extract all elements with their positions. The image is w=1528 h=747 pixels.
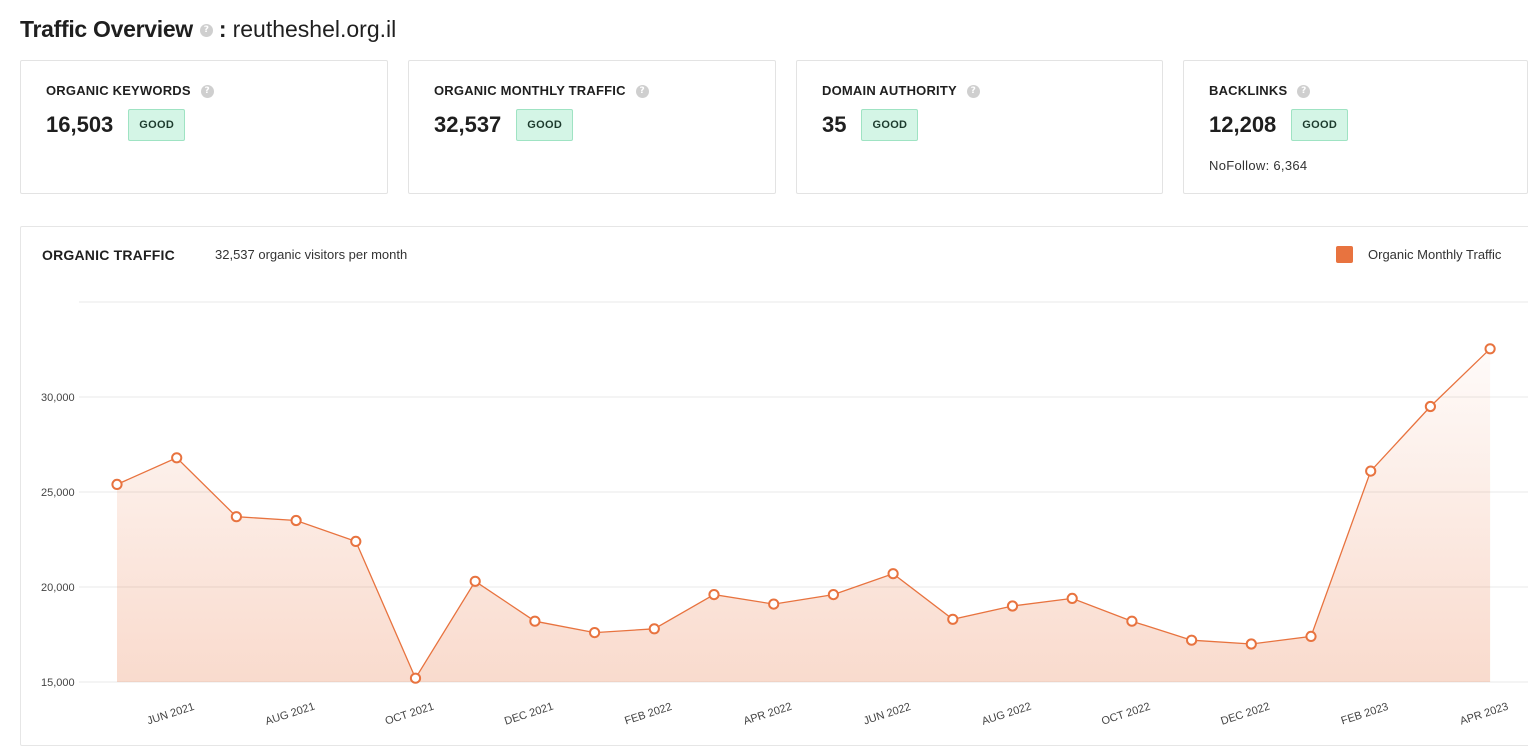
data-point bbox=[409, 672, 422, 684]
x-tick-label: APR 2022 bbox=[742, 701, 793, 728]
data-point bbox=[1006, 600, 1019, 612]
data-point bbox=[887, 568, 899, 580]
x-tick-label: OCT 2022 bbox=[1100, 701, 1152, 728]
card-value: 32,537 bbox=[434, 112, 502, 137]
y-tick-label: 30,000 bbox=[41, 392, 75, 404]
chart-legend[interactable]: Organic Monthly Traffic bbox=[1336, 246, 1501, 263]
x-tick-label: OCT 2021 bbox=[384, 701, 436, 728]
x-tick-label: FEB 2023 bbox=[1340, 701, 1390, 728]
question-circle-icon[interactable]: ? bbox=[199, 24, 213, 37]
data-point bbox=[1186, 634, 1198, 646]
legend-label: Organic Monthly Traffic bbox=[1368, 247, 1502, 262]
page-title: Traffic Overview bbox=[20, 15, 193, 42]
domain-name: reutheshel.org.il bbox=[232, 15, 397, 42]
nofollow-count: NoFollow: 6,364 bbox=[1209, 158, 1308, 173]
series-line bbox=[116, 348, 1491, 680]
data-point bbox=[350, 535, 362, 547]
data-point bbox=[230, 511, 242, 523]
organic-traffic-panel: 15,000 20,000 25,000 30,000 JUN 2021 AUG 2021… bbox=[20, 226, 1528, 746]
x-tick-label: DEC 2022 bbox=[1219, 701, 1271, 728]
chart-subtitle: 32,537 organic visitors per month bbox=[215, 247, 408, 262]
data-point bbox=[1365, 465, 1377, 477]
data-point bbox=[1126, 615, 1138, 627]
data-point bbox=[171, 452, 183, 464]
card-label: DOMAIN AUTHORITY bbox=[822, 82, 957, 98]
question-circle-icon[interactable]: ? bbox=[1297, 85, 1311, 98]
data-point bbox=[648, 623, 660, 635]
y-tick-label: 20,000 bbox=[41, 582, 75, 594]
data-point bbox=[1424, 400, 1437, 413]
data-point bbox=[529, 615, 541, 627]
status-badge: GOOD bbox=[516, 109, 574, 141]
x-tick-label: AUG 2021 bbox=[264, 701, 317, 728]
x-tick-label: AUG 2022 bbox=[980, 701, 1033, 728]
y-tick-label: 25,000 bbox=[41, 487, 75, 499]
data-point bbox=[1245, 638, 1257, 650]
data-point bbox=[589, 627, 601, 639]
status-badge: GOOD bbox=[128, 109, 186, 141]
legend-swatch bbox=[1336, 246, 1353, 263]
x-tick-label: FEB 2022 bbox=[623, 701, 673, 728]
x-tick-label: APR 2023 bbox=[1458, 701, 1509, 728]
organic-traffic-chart[interactable]: 15,000 20,000 25,000 30,000 JUN 2021 AUG 2021… bbox=[21, 227, 1528, 747]
card-organic-keywords: ORGANIC KEYWORDS ? 16,503 GOOD bbox=[20, 60, 388, 194]
data-point bbox=[1305, 630, 1317, 642]
data-point bbox=[768, 598, 780, 610]
page-header: Traffic Overview ? : reutheshel.org.il bbox=[20, 12, 396, 46]
question-circle-icon[interactable]: ? bbox=[200, 85, 214, 98]
data-point bbox=[469, 575, 481, 587]
card-domain-authority: DOMAIN AUTHORITY ? 35 GOOD bbox=[796, 60, 1163, 194]
data-point bbox=[1066, 592, 1078, 604]
data-point bbox=[111, 478, 123, 490]
data-point bbox=[290, 514, 302, 527]
question-circle-icon[interactable]: ? bbox=[966, 85, 980, 98]
data-point bbox=[1484, 343, 1496, 355]
data-point bbox=[708, 589, 720, 601]
x-tick-label: JUN 2022 bbox=[862, 701, 912, 728]
card-value: 16,503 bbox=[46, 112, 114, 137]
y-tick-label: 15,000 bbox=[41, 677, 75, 689]
card-label: ORGANIC KEYWORDS bbox=[46, 82, 191, 98]
card-label: BACKLINKS bbox=[1209, 82, 1288, 98]
title-separator: : bbox=[218, 15, 227, 42]
x-tick-label: JUN 2021 bbox=[146, 701, 196, 728]
card-organic-monthly-traffic: ORGANIC MONTHLY TRAFFIC ? 32,537 GOOD bbox=[408, 60, 776, 194]
x-tick-label: DEC 2021 bbox=[503, 701, 555, 728]
card-value: 12,208 bbox=[1209, 112, 1277, 137]
series-area bbox=[117, 348, 1491, 682]
question-circle-icon[interactable]: ? bbox=[635, 85, 649, 98]
card-value: 35 bbox=[822, 112, 847, 137]
status-badge: GOOD bbox=[1291, 109, 1349, 141]
status-badge: GOOD bbox=[861, 109, 919, 141]
card-backlinks: BACKLINKS ? 12,208 GOOD NoFollow: 6,364 bbox=[1183, 60, 1528, 194]
data-point bbox=[827, 589, 840, 601]
card-label: ORGANIC MONTHLY TRAFFIC bbox=[434, 82, 626, 98]
data-point bbox=[947, 613, 959, 625]
chart-title: ORGANIC TRAFFIC bbox=[42, 247, 175, 263]
